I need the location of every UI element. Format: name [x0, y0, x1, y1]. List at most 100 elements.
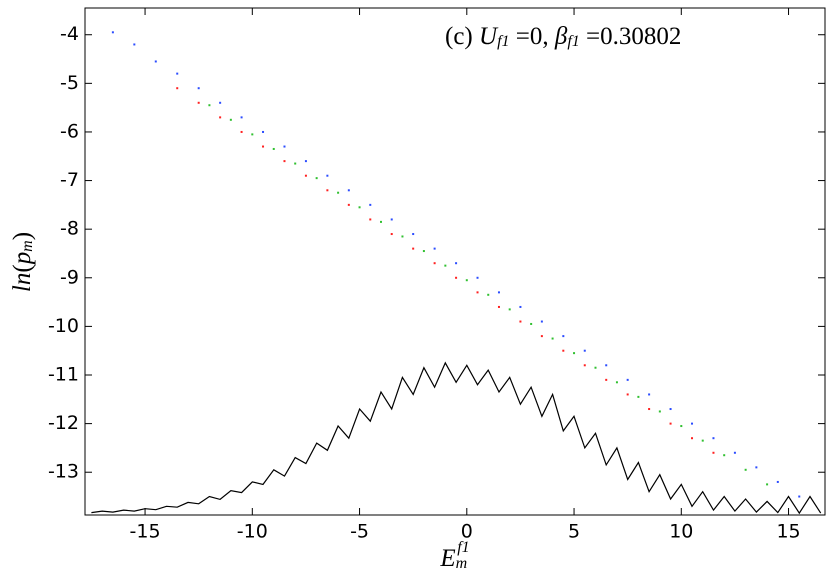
scatter-point: [111, 31, 114, 34]
scatter-point: [691, 422, 694, 425]
scatter-point: [262, 145, 265, 148]
y-tick-label: -4: [60, 23, 79, 45]
y-tick-label: -6: [60, 120, 79, 142]
scatter-point: [712, 451, 715, 454]
x-axis-label: Emf1: [439, 539, 469, 572]
scatter-point: [594, 366, 597, 369]
scatter-point: [626, 378, 629, 381]
plot-frame: [84, 7, 826, 516]
scatter-point: [723, 454, 726, 457]
scatter-point: [744, 468, 747, 471]
scatter-point: [669, 408, 672, 411]
scatter-point: [412, 233, 415, 236]
label-part: f1: [457, 539, 469, 556]
scatter-point: [615, 381, 618, 384]
scatter-point: [519, 320, 522, 323]
scatter-point: [219, 101, 222, 104]
scatter-point: [433, 262, 436, 265]
scatter-point: [455, 276, 458, 279]
scatter-point: [315, 177, 318, 180]
scatter-point: [755, 466, 758, 469]
scatter-point: [605, 364, 608, 367]
label-part: (: [9, 264, 36, 272]
scatter-point: [262, 130, 265, 133]
scatter-point: [326, 174, 329, 177]
scatter-point: [347, 203, 350, 206]
y-tick-label: -7: [60, 169, 79, 191]
scatter-point: [176, 72, 179, 75]
scatter-point: [444, 264, 447, 267]
scatter-point: [358, 206, 361, 209]
scatter-point: [658, 410, 661, 413]
scatter-point: [401, 235, 404, 238]
scatter-point: [369, 218, 372, 221]
y-tick-label: -5: [60, 72, 79, 94]
scatter-point: [176, 87, 179, 90]
y-tick-label: -8: [60, 218, 79, 240]
scatter-point: [562, 349, 565, 352]
scatter-point: [530, 322, 533, 325]
label-part: =0.30802: [580, 23, 682, 50]
x-tick-label: 0: [461, 521, 473, 543]
scatter-point: [455, 262, 458, 265]
scatter-point: [251, 133, 254, 136]
scatter-point: [798, 495, 801, 498]
label-part: ln: [9, 273, 36, 292]
scatter-point: [648, 408, 651, 411]
scatter-point: [776, 480, 779, 483]
scatter-point: [240, 130, 243, 133]
y-tick-label: -9: [60, 266, 79, 288]
y-axis-label: ln(pm): [9, 232, 37, 292]
scatter-point: [691, 437, 694, 440]
scatter-point: [712, 437, 715, 440]
label-part: =0,: [510, 23, 555, 50]
x-tick-label: -5: [350, 521, 369, 543]
scatter-point: [154, 60, 157, 63]
label-part: β: [554, 23, 568, 50]
scatter-point: [766, 483, 769, 486]
scatter-point: [433, 247, 436, 250]
scatter-point: [583, 349, 586, 352]
scatter-point: [551, 337, 554, 340]
scatter-point: [476, 276, 479, 279]
y-tick-label: -13: [48, 461, 79, 483]
scatter-point: [562, 335, 565, 338]
y-tick-label: -12: [48, 412, 79, 434]
scatter-point: [294, 162, 297, 165]
scatter-point: [283, 160, 286, 163]
scatter-point: [380, 220, 382, 223]
scatter-point: [733, 451, 736, 454]
scatter-point: [347, 189, 350, 192]
scatter-point: [283, 145, 286, 148]
scatter-point: [669, 422, 672, 425]
scatter-point: [605, 378, 608, 381]
scatter-point: [197, 87, 200, 90]
scatter-point: [197, 101, 200, 104]
label-part: m: [19, 240, 36, 252]
scatter-point: [465, 279, 468, 282]
scatter-point: [497, 305, 500, 308]
scatter-point: [508, 308, 511, 311]
scatter-point: [390, 218, 393, 221]
label-part: ): [9, 232, 36, 240]
scatter-point: [390, 233, 393, 236]
scatter-point: [337, 191, 340, 194]
label-part: f1: [567, 33, 579, 50]
scatter-point: [326, 189, 329, 192]
scatter-point: [369, 203, 372, 206]
scatter-point: [476, 291, 479, 294]
scatter-point: [540, 320, 543, 323]
scatter-point: [519, 305, 522, 308]
scatter-point: [133, 43, 136, 46]
y-tick-label: -10: [48, 315, 79, 337]
scatter-point: [412, 247, 415, 250]
scatter-point: [219, 116, 222, 119]
curve: [91, 361, 822, 515]
label-part: m: [456, 555, 468, 572]
annotation: (c) Uf1 =0, βf1 =0.30802: [445, 23, 681, 51]
scatter-point: [229, 118, 232, 121]
x-tick-label: 15: [776, 521, 800, 543]
scatter-point: [540, 335, 543, 338]
scatter-point: [272, 147, 275, 150]
